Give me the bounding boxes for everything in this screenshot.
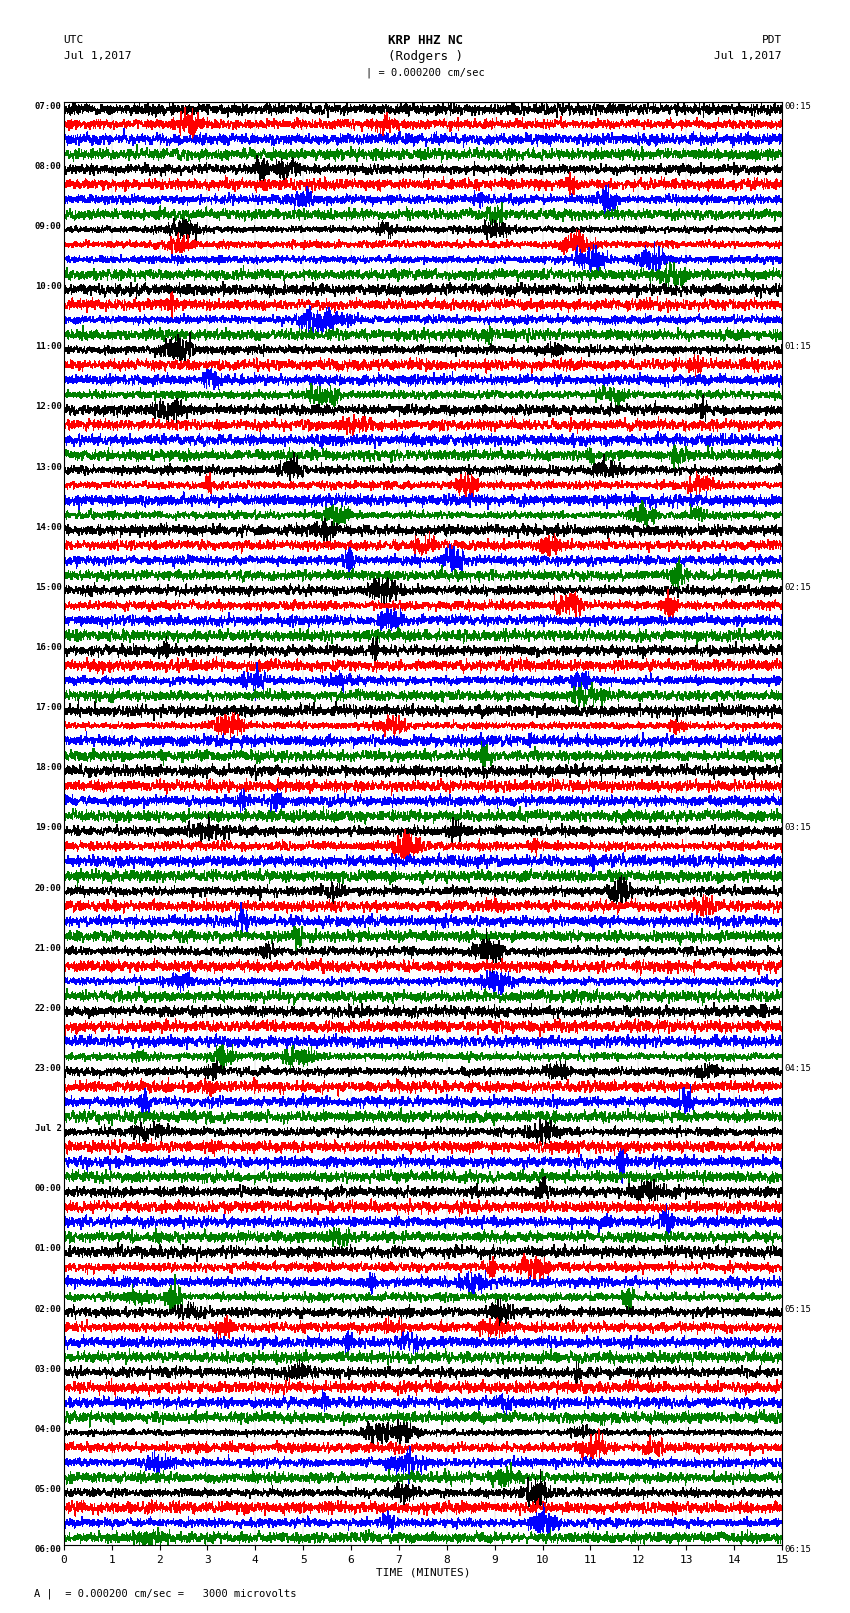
- Text: 02:15: 02:15: [785, 582, 811, 592]
- Text: Jul 2: Jul 2: [35, 1124, 61, 1134]
- Text: 11:00: 11:00: [35, 342, 61, 352]
- Text: 03:00: 03:00: [35, 1365, 61, 1374]
- Text: 03:15: 03:15: [785, 824, 811, 832]
- Text: PDT: PDT: [762, 35, 782, 45]
- Text: 23:00: 23:00: [35, 1065, 61, 1073]
- Text: 00:00: 00:00: [35, 1184, 61, 1194]
- Text: 21:00: 21:00: [35, 944, 61, 953]
- Text: 04:15: 04:15: [785, 1065, 811, 1073]
- Text: 20:00: 20:00: [35, 884, 61, 892]
- Text: (Rodgers ): (Rodgers ): [388, 50, 462, 63]
- Text: 05:00: 05:00: [35, 1486, 61, 1494]
- Text: 17:00: 17:00: [35, 703, 61, 711]
- Text: 01:15: 01:15: [785, 342, 811, 352]
- Text: 05:15: 05:15: [785, 1305, 811, 1313]
- Text: Jul 1,2017: Jul 1,2017: [64, 52, 131, 61]
- Text: Jul 1,2017: Jul 1,2017: [715, 52, 782, 61]
- Text: 19:00: 19:00: [35, 824, 61, 832]
- Text: KRP HHZ NC: KRP HHZ NC: [388, 34, 462, 47]
- Text: 02:00: 02:00: [35, 1305, 61, 1313]
- Text: 04:00: 04:00: [35, 1424, 61, 1434]
- Text: 15:00: 15:00: [35, 582, 61, 592]
- Text: 00:15: 00:15: [785, 102, 811, 111]
- Text: 06:00: 06:00: [35, 1545, 61, 1555]
- Text: 14:00: 14:00: [35, 523, 61, 532]
- Text: 09:00: 09:00: [35, 223, 61, 231]
- Text: 06:15: 06:15: [785, 1545, 811, 1555]
- Text: | = 0.000200 cm/sec: | = 0.000200 cm/sec: [366, 68, 484, 77]
- X-axis label: TIME (MINUTES): TIME (MINUTES): [376, 1568, 470, 1578]
- Text: 07:00: 07:00: [35, 102, 61, 111]
- Text: 01:00: 01:00: [35, 1245, 61, 1253]
- Text: A |  = 0.000200 cm/sec =   3000 microvolts: A | = 0.000200 cm/sec = 3000 microvolts: [34, 1589, 297, 1598]
- Text: 12:00: 12:00: [35, 402, 61, 411]
- Text: 10:00: 10:00: [35, 282, 61, 290]
- Text: 13:00: 13:00: [35, 463, 61, 471]
- Text: 16:00: 16:00: [35, 644, 61, 652]
- Text: 08:00: 08:00: [35, 161, 61, 171]
- Text: UTC: UTC: [64, 35, 84, 45]
- Text: 22:00: 22:00: [35, 1003, 61, 1013]
- Text: 18:00: 18:00: [35, 763, 61, 773]
